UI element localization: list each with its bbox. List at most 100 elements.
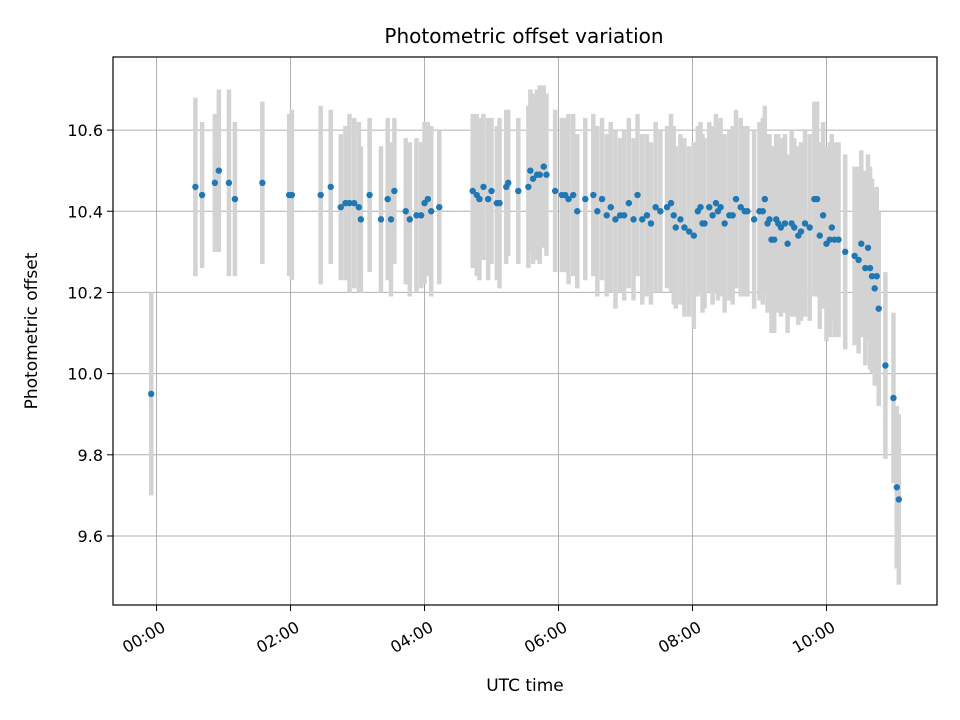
data-point	[192, 183, 199, 191]
data-point	[469, 187, 476, 195]
data-point	[851, 252, 858, 260]
data-point	[871, 285, 878, 292]
data-point	[417, 212, 425, 219]
data-point	[565, 195, 572, 203]
data-point	[211, 179, 219, 187]
data-point	[574, 208, 581, 215]
data-point	[791, 224, 798, 231]
data-point	[515, 187, 522, 195]
data-point	[868, 273, 876, 280]
x-axis-label: UTC time	[486, 676, 564, 696]
data-point	[377, 216, 385, 223]
data-point	[355, 203, 363, 211]
data-point	[231, 195, 239, 203]
data-point	[862, 264, 869, 272]
data-point	[612, 216, 619, 223]
data-point	[875, 305, 882, 312]
data-point	[744, 208, 751, 215]
data-point	[721, 220, 728, 227]
y-tick-label: 10.0	[67, 365, 103, 384]
data-point	[582, 195, 589, 203]
data-point	[350, 199, 358, 207]
data-point	[594, 208, 601, 215]
data-point	[750, 216, 758, 223]
data-point	[590, 191, 597, 199]
y-tick-label: 10.4	[67, 202, 103, 221]
plot-frame	[112, 56, 938, 606]
x-tick-label: 06:00	[521, 617, 570, 657]
data-point	[570, 191, 577, 199]
data-point	[813, 195, 821, 203]
data-point	[771, 236, 778, 243]
data-point	[706, 203, 713, 211]
data-point	[634, 191, 641, 199]
data-point	[681, 224, 688, 231]
data-point	[639, 216, 646, 223]
data-point	[781, 220, 789, 227]
data-point	[672, 224, 679, 231]
data-point	[855, 256, 862, 264]
data-point	[816, 232, 823, 239]
data-point	[858, 240, 865, 247]
data-point	[630, 216, 637, 223]
data-point	[864, 244, 872, 251]
data-point	[701, 220, 708, 227]
data-point	[643, 212, 651, 219]
data-point	[784, 240, 791, 247]
x-tick-label: 02:00	[253, 617, 302, 657]
data-point	[288, 191, 296, 199]
data-point	[620, 212, 628, 219]
data-point	[895, 496, 903, 503]
data-point	[598, 195, 606, 203]
data-point	[424, 195, 432, 203]
data-point	[797, 228, 805, 235]
y-tick-label: 10.6	[67, 121, 103, 140]
data-point	[387, 216, 395, 223]
data-point	[198, 191, 206, 199]
data-point	[835, 236, 842, 243]
data-point	[667, 199, 675, 207]
data-point	[729, 212, 736, 219]
x-tick-label: 10:00	[789, 617, 838, 657]
data-point	[697, 203, 704, 211]
data-point	[259, 179, 266, 187]
data-point	[717, 203, 724, 211]
data-point	[737, 203, 744, 211]
data-point	[890, 394, 897, 402]
data-point	[777, 224, 785, 231]
data-point	[766, 216, 773, 223]
y-tick-label: 9.6	[78, 527, 103, 546]
data-point	[391, 187, 398, 195]
data-points	[147, 163, 903, 503]
data-point	[413, 212, 420, 219]
data-point	[384, 195, 391, 203]
data-point	[402, 208, 409, 215]
data-point	[225, 179, 233, 187]
error-bars	[148, 85, 902, 585]
data-point	[536, 171, 543, 178]
data-point	[357, 216, 365, 223]
data-point	[551, 187, 559, 195]
data-point	[709, 212, 716, 219]
data-point	[759, 208, 767, 215]
data-point	[732, 195, 740, 203]
data-point	[893, 484, 901, 491]
data-point	[685, 228, 693, 235]
data-point	[826, 236, 834, 243]
x-tick-label: 04:00	[387, 617, 436, 657]
data-point	[607, 203, 614, 211]
data-point	[529, 175, 537, 182]
data-point	[488, 187, 495, 195]
data-point	[712, 199, 720, 207]
data-point	[346, 199, 353, 207]
y-tick-label: 9.8	[78, 446, 103, 465]
data-point	[866, 264, 874, 272]
data-point	[882, 362, 889, 369]
data-point	[337, 203, 344, 211]
data-point	[670, 212, 677, 219]
data-point	[496, 199, 503, 207]
data-point	[652, 203, 659, 211]
data-point	[366, 191, 373, 199]
data-point	[147, 390, 155, 398]
